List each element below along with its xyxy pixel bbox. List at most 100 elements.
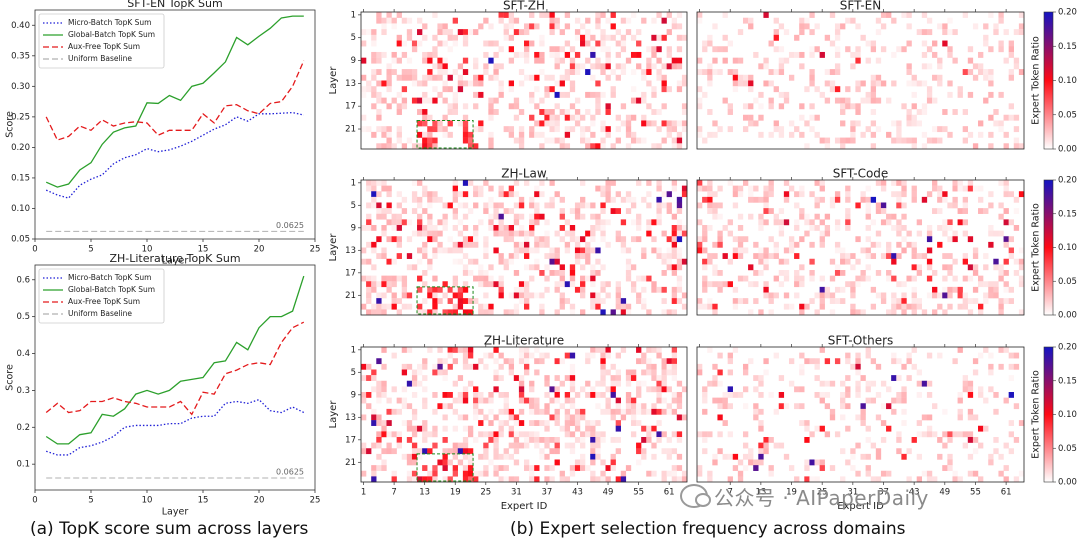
heatmap-cell [559,213,565,220]
heatmap-cell [427,213,433,220]
heatmap-cell [834,23,841,30]
heatmap-cell [697,69,703,75]
heatmap-cell [600,358,606,365]
heatmap-cell [886,213,892,220]
heatmap-cell [727,281,733,288]
heatmap-cell [473,414,479,421]
heatmap-cell [978,352,984,359]
heatmap-cell [763,292,769,299]
heatmap-cell [937,23,943,30]
heatmap-cell [473,185,479,192]
colorbar-tick-label: 0.00 [1058,478,1077,488]
heatmap-cell [524,253,530,259]
heatmap-cell [962,375,968,381]
heatmap-cell [574,97,581,104]
heatmap-cell [983,208,989,214]
heatmap-cell [529,264,535,271]
heatmap-cell [681,414,688,421]
heatmap-cell [901,213,907,220]
heatmap-cell [712,241,718,248]
heatmap-cell [478,80,484,87]
x-tick-label: 13 [755,488,766,498]
heatmap-cell [549,437,555,443]
heatmap-cell [773,292,779,299]
heatmap-cell [371,29,377,36]
heatmap-cell [432,286,438,293]
heatmap-cell [707,476,713,483]
heatmap-cell [921,29,928,36]
heatmap-cell [513,420,520,426]
heatmap-cell [860,97,866,104]
heatmap-cell [452,208,458,214]
heatmap-cell [916,298,923,304]
heatmap-cell [452,34,458,41]
heatmap-cell [493,386,499,393]
y-tick-label: 0.25 [11,112,30,122]
heatmap-cell [906,352,912,359]
heatmap-cell [773,352,779,359]
heatmap-cell [554,114,560,121]
heatmap-cell [850,120,856,127]
heatmap-frame [696,346,1025,483]
heatmap-cell [595,63,601,70]
heatmap-cell [539,352,545,359]
heatmap-cell [457,303,464,310]
heatmap-cell [422,253,428,259]
heatmap-cell [921,51,928,58]
heatmap-cell [406,347,413,353]
heatmap-cell [406,453,413,460]
heatmap-cell [544,403,550,410]
heatmap-cell [937,208,943,214]
heatmap-cell [417,258,423,265]
heatmap-cell [600,225,606,231]
heatmap-cell [503,392,509,398]
heatmap-cell [432,51,438,58]
heatmap-cell [417,309,423,316]
heatmap-cell [814,114,820,121]
heatmap-cell [646,219,652,226]
heatmap-cell [901,185,907,192]
heatmap-cell [732,347,739,353]
heatmap-cell [788,241,795,248]
heatmap-cell [574,253,581,259]
heatmap-frame [360,11,688,150]
heatmap-cell [411,380,418,387]
heatmap-cell [381,126,387,133]
heatmap-cell [636,408,642,415]
heatmap-cell [671,298,678,304]
heatmap-cell [799,275,805,282]
heatmap-cell [580,114,586,121]
heatmap-cell [656,109,662,115]
heatmap-cell [473,230,479,237]
heatmap-cell [630,69,637,75]
heatmap-cell [529,247,535,254]
heatmap-cell [676,258,683,265]
heatmap-cell [753,408,759,415]
heatmap-cell [799,281,805,288]
heatmap-cell [427,143,433,150]
heatmap-cell [778,46,785,53]
heatmap-cell [615,375,621,381]
heatmap-cell [630,420,637,426]
heatmap-cell [386,208,392,214]
heatmap-cell [605,241,611,248]
heatmap-cell [605,34,611,41]
heatmap-cell [462,34,469,41]
heatmap-cell [427,476,433,483]
heatmap-cell [498,476,504,483]
heatmap-cell [824,80,831,87]
heatmap-cell [860,453,866,460]
heatmap-cell [524,236,530,243]
heatmap-cell [855,23,861,30]
heatmap-cell [906,375,912,381]
heatmap-cell [590,91,596,98]
heatmap-cell [513,230,520,237]
heatmap-cell [845,258,851,265]
heatmap-cell [401,286,408,293]
heatmap-cell [681,109,688,115]
heatmap-cell [651,34,657,41]
heatmap-cell [824,225,831,231]
heatmap-cell [978,51,984,58]
heatmap-cell [376,298,382,304]
heatmap-cell [1003,241,1009,248]
